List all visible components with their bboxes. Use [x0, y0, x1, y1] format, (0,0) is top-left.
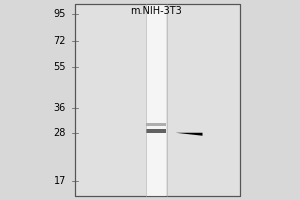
- FancyBboxPatch shape: [146, 123, 166, 126]
- Text: 28: 28: [54, 128, 66, 138]
- Polygon shape: [176, 133, 203, 136]
- Text: 95: 95: [54, 9, 66, 19]
- FancyBboxPatch shape: [146, 129, 166, 133]
- Text: 36: 36: [54, 103, 66, 113]
- FancyBboxPatch shape: [146, 4, 167, 196]
- Text: 55: 55: [53, 62, 66, 72]
- Text: 72: 72: [53, 36, 66, 46]
- Text: m.NIH-3T3: m.NIH-3T3: [130, 6, 182, 16]
- FancyBboxPatch shape: [75, 4, 240, 196]
- Text: 17: 17: [54, 176, 66, 186]
